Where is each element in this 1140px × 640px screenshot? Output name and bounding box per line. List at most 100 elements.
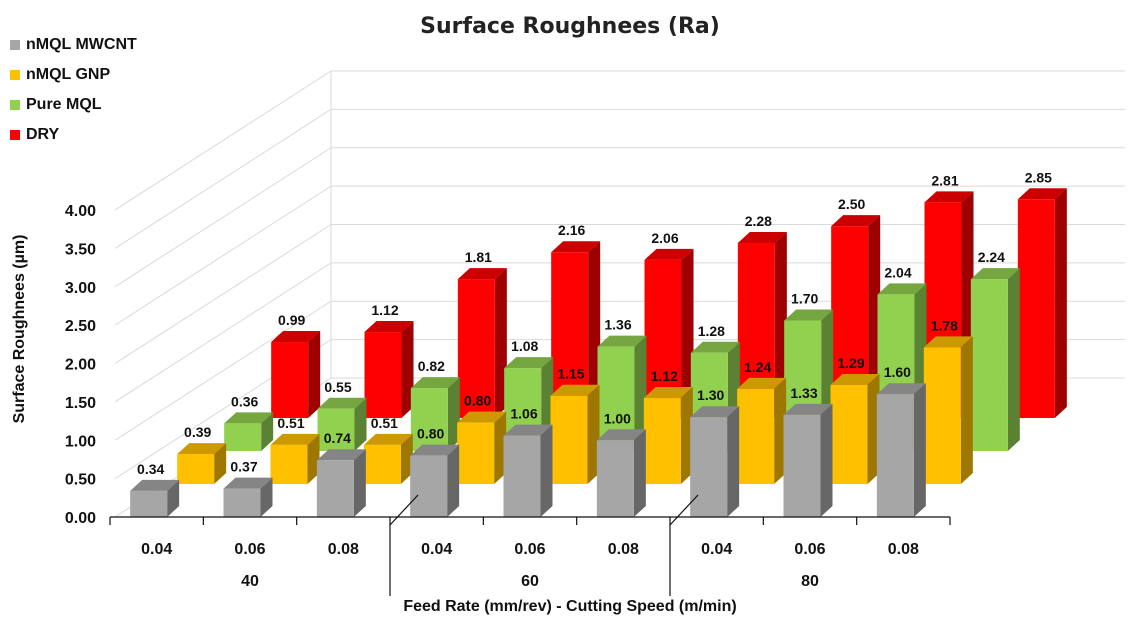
- bar-front: [923, 347, 961, 484]
- bar-side: [680, 387, 693, 484]
- bar: [223, 477, 273, 517]
- bar-side: [587, 384, 600, 484]
- x-tick-label: 0.06: [794, 541, 825, 558]
- bar-top: [970, 268, 1020, 280]
- bar: [363, 433, 413, 484]
- data-label: 0.99: [278, 312, 305, 328]
- bar: [457, 411, 507, 484]
- bar-side: [353, 449, 366, 517]
- bar-top: [224, 412, 274, 424]
- bar-side: [913, 383, 926, 517]
- bar: [410, 444, 460, 517]
- data-label: 1.00: [604, 410, 631, 426]
- bar: [410, 377, 460, 451]
- legend-swatch-dry: [10, 130, 20, 140]
- bar-front: [643, 398, 681, 484]
- bar-front: [270, 444, 308, 484]
- bar-top: [737, 377, 787, 389]
- bar-front: [364, 332, 402, 418]
- x-tick-label: 0.08: [328, 541, 359, 558]
- bar-side: [401, 321, 414, 418]
- data-label: 1.36: [604, 317, 631, 333]
- bar-top: [504, 357, 554, 369]
- bar-side: [774, 232, 787, 418]
- bar-top: [410, 444, 460, 456]
- bar-top: [831, 215, 881, 227]
- x-tick-label: 0.06: [514, 541, 545, 558]
- gridline: [114, 300, 332, 441]
- bar: [643, 387, 693, 484]
- bar-side: [1007, 268, 1020, 451]
- group-label: 40: [241, 573, 259, 590]
- gridline: [114, 262, 332, 403]
- bar-front: [271, 342, 309, 418]
- y-tick-label: 4.00: [65, 203, 96, 220]
- bar-top: [364, 321, 414, 333]
- bar-top: [923, 336, 973, 348]
- bar-side: [588, 241, 601, 418]
- bar: [876, 383, 926, 517]
- bar-side: [307, 433, 320, 484]
- bar-front: [130, 490, 168, 517]
- bar-front: [550, 395, 588, 484]
- bar: [596, 429, 646, 517]
- gridline: [114, 70, 332, 211]
- bar: [503, 424, 553, 517]
- gridline: [114, 185, 332, 326]
- bar-side: [634, 335, 647, 451]
- gridline: [114, 224, 332, 364]
- data-label: 1.30: [697, 387, 724, 403]
- legend-label: Pure MQL: [26, 96, 102, 113]
- bar-side: [260, 477, 273, 517]
- data-label: 1.81: [465, 249, 492, 265]
- bar-front: [410, 455, 448, 517]
- bar: [316, 449, 366, 517]
- bar: [224, 412, 274, 451]
- y-tick-label: 2.00: [65, 357, 96, 374]
- data-label: 1.78: [931, 317, 958, 333]
- group-label: 80: [801, 573, 819, 590]
- legend-swatch-gnp: [10, 70, 20, 80]
- bar: [550, 384, 600, 484]
- bar-top: [177, 443, 227, 455]
- bar: [1017, 188, 1067, 418]
- bar: [271, 331, 321, 418]
- bar-side: [867, 373, 880, 484]
- legend-item: Pure MQL: [10, 90, 137, 120]
- bar-side: [214, 443, 227, 484]
- data-label: 1.08: [511, 338, 538, 354]
- bar-front: [316, 460, 354, 517]
- bar-side: [633, 429, 646, 517]
- bar-top: [270, 433, 320, 445]
- bar-top: [223, 477, 273, 489]
- data-label: 0.34: [137, 461, 164, 477]
- data-label: 0.39: [184, 424, 211, 440]
- bar: [364, 321, 414, 418]
- data-label: 2.50: [838, 196, 865, 212]
- bar-side: [774, 377, 787, 484]
- bar-front: [783, 414, 821, 517]
- data-label: 1.28: [698, 323, 725, 339]
- bar-side: [960, 336, 973, 484]
- data-label: 2.81: [931, 172, 958, 188]
- legend: nMQL MWCNT nMQL GNP Pure MQL DRY: [10, 30, 137, 150]
- data-label: 0.74: [324, 430, 351, 446]
- data-label: 1.12: [651, 368, 678, 384]
- bar-side: [167, 479, 180, 517]
- bar-front: [317, 408, 355, 451]
- data-label: 0.82: [418, 358, 445, 374]
- bar-top: [690, 406, 740, 418]
- legend-label: DRY: [26, 126, 60, 143]
- data-label: 2.24: [978, 249, 1005, 265]
- bar-side: [354, 397, 367, 451]
- bar-top: [783, 403, 833, 415]
- bar: [783, 403, 833, 517]
- bar-front: [1017, 199, 1055, 418]
- data-label: 0.51: [277, 415, 304, 431]
- data-label: 1.70: [791, 291, 818, 307]
- y-tick-label: 0.00: [65, 510, 96, 527]
- bar-front: [457, 279, 495, 418]
- bar-front: [596, 440, 634, 517]
- bar-front: [224, 423, 262, 451]
